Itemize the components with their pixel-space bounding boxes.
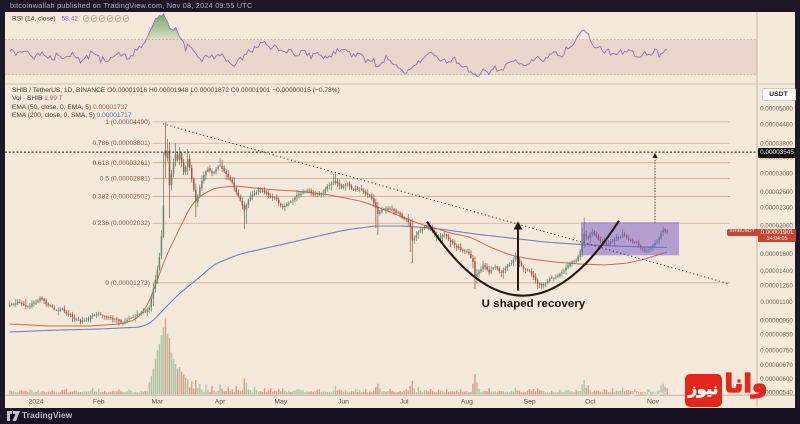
price-scale-background[interactable] xyxy=(757,12,795,408)
ohlc-change: −0.00000015 (−0.78%) xyxy=(272,86,340,94)
u-shape-curve xyxy=(426,220,620,297)
fib-level-label: 0 (0.00001273) xyxy=(105,280,150,287)
price-scale-tick: 0.00000950 xyxy=(760,317,793,324)
chart-canvas[interactable]: 100.0080.0060.0040.001 (0.00004490)0.786… xyxy=(5,12,795,408)
price-scale-tick: 0.00005000 xyxy=(760,105,793,112)
price-scale-tick: 0.00001400 xyxy=(760,268,793,275)
volume-bars-down xyxy=(11,318,668,395)
price-scale-tick: 0.00000600 xyxy=(760,376,793,383)
time-axis-label[interactable]: Jul xyxy=(400,399,409,406)
hidden-indicator-button-icon[interactable] xyxy=(114,15,122,22)
last-price-value: 0.00001901 xyxy=(760,228,794,236)
time-axis-label[interactable]: Feb xyxy=(93,399,105,406)
price-scale-tick: 0.00000850 xyxy=(760,332,793,339)
rsi-legend-value: 58.42 xyxy=(61,15,78,23)
level-price-badge: 0.00003545 xyxy=(757,147,797,158)
fib-level-label: 0.5 (0.00002881) xyxy=(100,176,150,183)
u-shape-annotation-label[interactable]: U shaped recovery xyxy=(481,298,586,310)
fib-level-label: 0.618 (0.00003261) xyxy=(92,160,150,167)
price-scale-tick: 0.00002600 xyxy=(760,189,793,196)
ema200-legend-row[interactable]: EMA (200, close, 0, SMA, 5) 0.00001717 xyxy=(12,112,132,119)
price-scale-tick: 0.00000750 xyxy=(760,348,793,355)
symbol-tag: SHIBUSDT xyxy=(726,229,758,236)
tradingview-footer: TradingView xyxy=(0,407,800,424)
time-axis-label[interactable]: Jun xyxy=(338,399,349,406)
publisher-text: bitcoinwallah published on TradingView.c… xyxy=(10,1,253,11)
hidden-indicator-button-icon[interactable] xyxy=(106,15,114,22)
ohlc-close: C0.00001901 xyxy=(230,86,271,94)
rsi-legend[interactable]: RSI (14, close) 58.42 xyxy=(12,15,131,23)
ema200-legend-value: 0.00001717 xyxy=(96,112,132,119)
price-scale-tick: 0.00003400 xyxy=(760,155,793,162)
ohlc-low: L0.00001872 xyxy=(190,86,229,94)
time-axis-label[interactable]: 2024 xyxy=(28,399,43,406)
volume-legend-label[interactable]: Vol · SHIB xyxy=(12,95,43,103)
publisher-bar: bitcoinwallah published on TradingView.c… xyxy=(0,0,800,12)
time-axis-label[interactable]: Apr xyxy=(215,399,226,406)
currency-button[interactable]: USDT xyxy=(761,87,796,101)
hidden-indicator-button-icon[interactable] xyxy=(122,15,130,22)
projection-arrow-head xyxy=(652,153,658,158)
time-axis-label[interactable]: Nov xyxy=(647,399,660,406)
price-scale-tick: 0.00001100 xyxy=(760,299,793,306)
rsi-line xyxy=(9,13,668,77)
price-scale-tick: 0.00003800 xyxy=(760,140,793,147)
price-scale-tick: 0.00000540 xyxy=(760,390,793,397)
watermark-logo-text: وانا xyxy=(724,368,768,398)
rsi-legend-label[interactable]: RSI (14, close) xyxy=(12,15,56,23)
volume-legend-row[interactable]: Vol · SHIB 1.99 T xyxy=(12,95,63,102)
price-scale-tick: 0.00002300 xyxy=(760,205,793,212)
watermark-small-text: سایت خبری وانا نیوز xyxy=(630,389,684,396)
price-scale-tick: 0.00000670 xyxy=(760,362,793,369)
candle-bodies-down xyxy=(10,150,668,323)
hidden-indicator-button-icon[interactable] xyxy=(98,15,106,22)
ema200-line xyxy=(9,225,668,333)
price-scale-tick: 0.00004400 xyxy=(760,122,793,129)
time-axis-label[interactable]: Mar xyxy=(152,399,164,406)
ema50-legend-label[interactable]: EMA (50, close, 0, EMA, 5) xyxy=(12,103,92,111)
watermark-box-text: نیوز xyxy=(688,380,719,399)
ema200-legend-label[interactable]: EMA (200, close, 0, SMA, 5) xyxy=(12,112,95,119)
rsi-hidden-buttons[interactable] xyxy=(82,15,131,23)
bar-countdown: 14:04:05 xyxy=(766,236,788,243)
ohlc-open: O0.00001916 xyxy=(107,86,148,94)
time-axis-label[interactable]: Sep xyxy=(524,399,536,406)
price-scale-tick: 0.00003000 xyxy=(760,171,793,178)
rsi-overbought-fill xyxy=(147,14,182,40)
price-scale-tick: 0.00001250 xyxy=(760,282,793,289)
main-legend-row[interactable]: SHIB / TetherUS, 1D, BINANCE O0.00001916… xyxy=(12,87,340,94)
ema50-legend-value: 0.00001737 xyxy=(93,103,128,111)
fib-level-label: 1 (0.00004490) xyxy=(105,119,150,126)
ohlc-high: H0.00001948 xyxy=(148,86,189,94)
up-arrow-head xyxy=(513,221,523,230)
tradingview-logo-icon[interactable] xyxy=(7,411,20,421)
symbol-title[interactable]: SHIB / TetherUS, 1D, BINANCE xyxy=(12,86,106,94)
tradingview-logo-text[interactable]: TradingView xyxy=(22,410,73,420)
time-axis-label[interactable]: Oct xyxy=(585,399,596,406)
hidden-indicator-button-icon[interactable] xyxy=(82,15,90,22)
fib-level-label: 0.236 (0.00002032) xyxy=(92,220,150,227)
volume-legend-value: 1.99 T xyxy=(44,95,63,103)
volume-bars-up xyxy=(8,327,664,395)
chart-area[interactable]: 100.0080.0060.0040.001 (0.00004490)0.786… xyxy=(5,12,797,408)
fib-level-label: 0.786 (0.00003801) xyxy=(92,140,150,147)
highlight-box xyxy=(581,222,679,256)
time-axis-label[interactable]: Aug xyxy=(461,399,473,406)
time-axis-label[interactable]: May xyxy=(274,399,287,406)
price-scale-tick: 0.00001600 xyxy=(760,251,793,258)
price-scale-tick: 0.00002000 xyxy=(760,222,793,229)
fib-level-label: 0.382 (0.00002502) xyxy=(92,194,150,201)
ema50-legend-row[interactable]: EMA (50, close, 0, EMA, 5) 0.00001737 xyxy=(12,104,128,111)
rsi-band xyxy=(5,39,757,75)
watermark-logo-box: نیوز xyxy=(685,374,722,407)
last-price-badge: 0.00001901 14:04:05 xyxy=(757,228,797,243)
hidden-indicator-button-icon[interactable] xyxy=(90,15,98,22)
